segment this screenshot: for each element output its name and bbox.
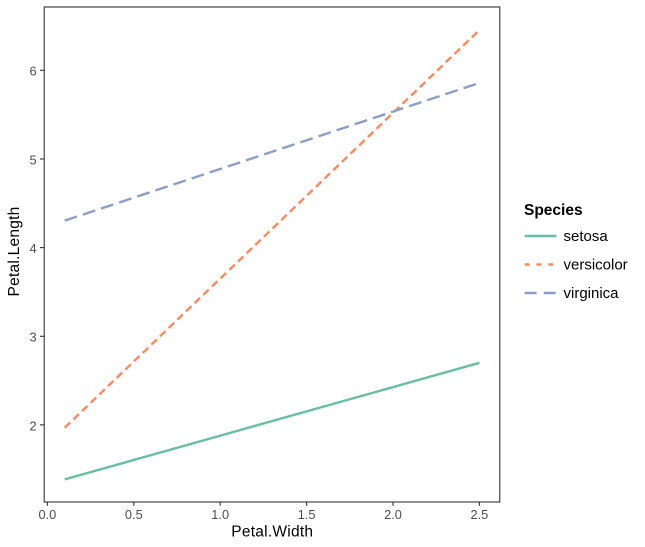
- svg-text:5: 5: [29, 152, 36, 167]
- svg-text:Species: Species: [524, 202, 583, 219]
- svg-text:0.0: 0.0: [39, 507, 57, 522]
- svg-text:1.5: 1.5: [298, 507, 316, 522]
- svg-text:1.0: 1.0: [211, 507, 229, 522]
- svg-text:3: 3: [29, 330, 36, 345]
- svg-text:setosa: setosa: [564, 228, 609, 245]
- svg-text:4: 4: [29, 241, 36, 256]
- svg-text:6: 6: [29, 64, 36, 79]
- svg-text:versicolor: versicolor: [564, 257, 628, 274]
- svg-text:virginica: virginica: [564, 285, 620, 302]
- svg-text:2: 2: [29, 418, 36, 433]
- svg-text:2.5: 2.5: [471, 507, 489, 522]
- svg-text:0.5: 0.5: [125, 507, 143, 522]
- svg-text:2.0: 2.0: [384, 507, 402, 522]
- svg-text:Petal.Width: Petal.Width: [231, 524, 313, 541]
- svg-text:Petal.Length: Petal.Length: [6, 206, 23, 296]
